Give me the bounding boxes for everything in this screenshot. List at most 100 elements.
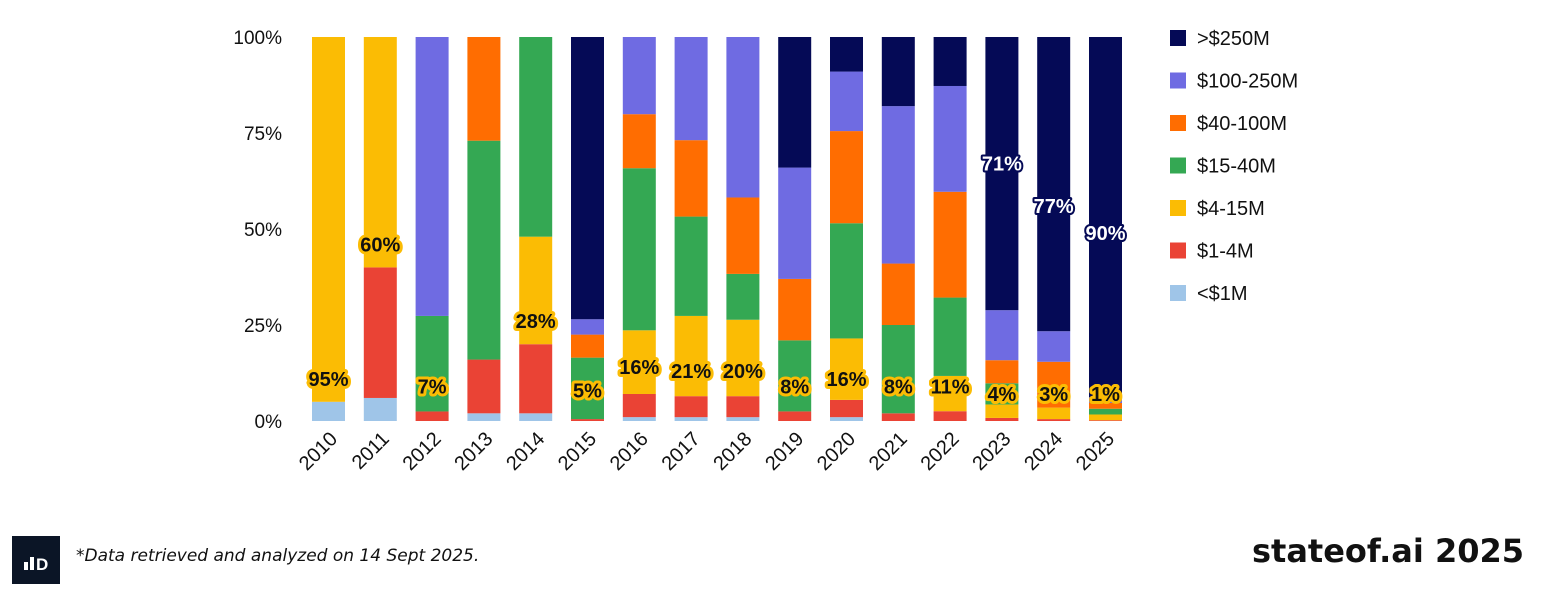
data-label-2023: 71% (982, 154, 1022, 176)
x-tick-label: 2024 (1020, 428, 1067, 475)
bar-segment-2011-1-4m (363, 267, 397, 398)
bar-segment-2021-1-4m (881, 413, 915, 421)
data-label-2022: 11% (931, 376, 970, 398)
legend-swatch-100-250m (1170, 72, 1186, 89)
logo-text: D (36, 555, 48, 574)
bar-segment-2016-100-250m (622, 37, 656, 115)
y-axis: 0% 25% 50% 75% 100% (233, 28, 282, 433)
bar-segment-2023-1-4m (985, 417, 1019, 421)
signal-bars-icon: D (24, 555, 48, 574)
bar-segment-2025-15-40m (1089, 408, 1122, 415)
bar-segment-2013-lt-1m (467, 413, 501, 421)
x-tick-label: 2010 (295, 428, 342, 475)
x-tick-label: 2025 (1072, 428, 1119, 475)
data-label-2025: 1% (1091, 384, 1120, 406)
brand-text: stateof.ai 2025 (1251, 532, 1524, 570)
y-tick-label: 100% (233, 28, 282, 49)
bar-segment-2017-40-100m (674, 140, 708, 217)
bar-segment-2014-1-4m (519, 344, 553, 414)
bar-segment-2012-100-250m (415, 37, 449, 316)
legend-label-4-15m: $4-15M (1197, 198, 1265, 220)
bar-segment-2014-15-40m (519, 37, 553, 237)
bar-segment-2023-4-15m (985, 404, 1019, 418)
bars (312, 37, 1122, 421)
data-label-2019: 8% (780, 376, 809, 398)
legend-swatch-lt-1m (1170, 285, 1186, 301)
data-label-2018: 20% (723, 361, 763, 383)
x-tick-label: 2016 (606, 428, 653, 475)
bar-segment-2021-100-250m (881, 106, 915, 264)
data-label-2023: 4% (987, 384, 1016, 406)
legend-label-gt-250m: >$250M (1197, 28, 1270, 50)
bar-segment-2021-15-40m (881, 325, 915, 414)
bar-segment-2019-gt-250m (778, 37, 812, 168)
legend-swatch-15-40m (1170, 157, 1186, 174)
bar-segment-2016-lt-1m (622, 417, 656, 421)
x-tick-label: 2018 (709, 428, 756, 475)
bar-segment-2022-gt-250m (933, 37, 967, 86)
data-labels: 95% 60% 7% 28% 5% 16% 21% 20% 8% 16% 8% 11% 4% 3% 1% 71… (305, 152, 1127, 409)
data-label-2020: 16% (826, 369, 866, 391)
bar-segment-2023-40-100m (985, 360, 1019, 384)
bar-segment-2017-4-15m (674, 315, 708, 397)
x-tick-label: 2011 (348, 428, 394, 474)
legend-swatch-4-15m (1170, 200, 1186, 216)
data-label-2024: 77% (1034, 196, 1074, 218)
bar-segment-2016-15-40m (622, 168, 656, 331)
bar-segment-2020-lt-1m (830, 417, 863, 421)
legend-swatch-40-100m (1170, 115, 1186, 131)
bar-segment-2016-4-15m (622, 330, 656, 394)
bar-segment-2020-100-250m (830, 71, 863, 132)
data-label-2010: 95% (308, 369, 348, 391)
stacked-bar-chart: 0% 25% 50% 75% 100% 2010 2011 2012 2013 2014 2015… (233, 28, 1298, 475)
bar-segment-2019-40-100m (778, 278, 812, 341)
bar-segment-2018-40-100m (726, 197, 760, 274)
logo: D (12, 536, 60, 584)
bar-segment-2011-lt-1m (363, 397, 397, 421)
bar-segment-2021-gt-250m (881, 37, 915, 107)
bar-segment-2011-4-15m (363, 37, 397, 268)
x-tick-label: 2022 (917, 428, 964, 475)
legend-label-15-40m: $15-40M (1197, 156, 1276, 178)
bar-segment-2022-100-250m (933, 85, 967, 192)
y-tick-label: 0% (255, 412, 283, 433)
y-tick-label: 75% (244, 124, 282, 145)
bar-segment-2023-15-40m (985, 383, 1019, 405)
x-tick-label: 2021 (865, 428, 912, 475)
bar-segment-2018-1-4m (726, 396, 760, 418)
legend-label-lt-1m: <$1M (1197, 283, 1248, 305)
bar-segment-2019-100-250m (778, 167, 812, 279)
bar-segment-2025-gt-250m (1089, 37, 1122, 398)
bar-segment-2023-gt-250m (985, 37, 1019, 311)
bar-segment-2013-15-40m (467, 140, 501, 360)
bar-segment-2024-100-250m (1037, 331, 1071, 362)
bar-segment-2022-40-100m (933, 191, 967, 298)
x-tick-label: 2017 (658, 428, 705, 475)
bar-segment-2016-1-4m (622, 393, 656, 418)
x-tick-label: 2012 (399, 428, 446, 475)
bar-segment-2022-1-4m (933, 411, 967, 421)
bar-segment-2024-1-4m (1037, 419, 1071, 421)
data-label-2012: 7% (418, 376, 447, 398)
bar-segment-2012-1-4m (415, 411, 449, 421)
bar-segment-2018-4-15m (726, 319, 760, 397)
bar-segment-2016-40-100m (622, 114, 656, 169)
x-axis: 2010 2011 2012 2013 2014 2015 2016 2017 2018 2019… (295, 428, 1119, 475)
bar-segment-2017-1-4m (674, 396, 708, 418)
bar-segment-2017-100-250m (674, 37, 708, 141)
bar-segment-2012-15-40m (415, 315, 449, 412)
footnote: *Data retrieved and analyzed on 14 Sept … (76, 546, 480, 566)
bar-segment-2013-40-100m (467, 37, 501, 141)
bar-segment-2020-4-15m (830, 338, 863, 400)
data-label-2014: 28% (516, 311, 556, 333)
bar-segment-2025-40-100m (1089, 402, 1122, 409)
bar-segment-2023-100-250m (985, 310, 1019, 361)
x-tick-label: 2014 (502, 428, 549, 475)
bar-segment-2018-15-40m (726, 273, 760, 320)
bar-segment-2020-1-4m (830, 399, 863, 418)
x-tick-label: 2019 (761, 428, 808, 475)
legend-label-100-250m: $100-250M (1197, 71, 1298, 93)
bar-segment-2013-1-4m (467, 359, 501, 414)
bar-segment-2020-gt-250m (830, 37, 863, 72)
legend-swatch-gt-250m (1170, 30, 1186, 46)
